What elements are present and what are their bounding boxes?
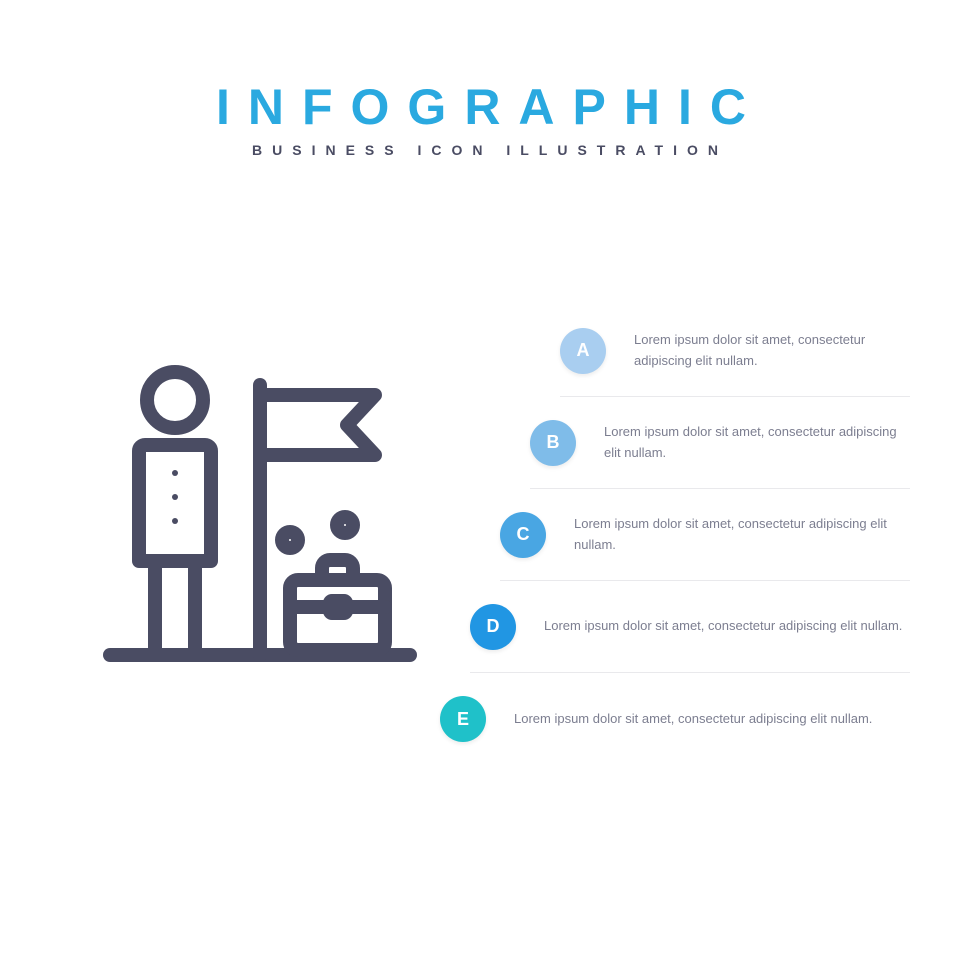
step-text-d: Lorem ipsum dolor sit amet, consectetur … <box>516 616 910 636</box>
step-a: A Lorem ipsum dolor sit amet, consectetu… <box>560 305 910 397</box>
step-text-a: Lorem ipsum dolor sit amet, consectetur … <box>606 330 910 370</box>
step-badge-a: A <box>560 328 606 374</box>
step-text-c: Lorem ipsum dolor sit amet, consectetur … <box>546 514 910 554</box>
step-d: D Lorem ipsum dolor sit amet, consectetu… <box>470 581 910 673</box>
page-title: INFOGRAPHIC <box>0 78 980 136</box>
step-c: C Lorem ipsum dolor sit amet, consectetu… <box>500 489 910 581</box>
step-badge-c: C <box>500 512 546 558</box>
step-badge-e: E <box>440 696 486 742</box>
steps-list: A Lorem ipsum dolor sit amet, consectetu… <box>500 305 910 765</box>
step-text-e: Lorem ipsum dolor sit amet, consectetur … <box>486 709 910 729</box>
page-subtitle: BUSINESS ICON ILLUSTRATION <box>0 142 980 158</box>
step-badge-d: D <box>470 604 516 650</box>
step-badge-b: B <box>530 420 576 466</box>
hero-icon <box>90 345 430 685</box>
step-b: B Lorem ipsum dolor sit amet, consectetu… <box>530 397 910 489</box>
step-text-b: Lorem ipsum dolor sit amet, consectetur … <box>576 422 910 462</box>
header: INFOGRAPHIC BUSINESS ICON ILLUSTRATION <box>0 0 980 158</box>
person-flag-briefcase-icon <box>90 345 430 685</box>
main-content: A Lorem ipsum dolor sit amet, consectetu… <box>0 305 980 865</box>
step-e: E Lorem ipsum dolor sit amet, consectetu… <box>440 673 910 765</box>
